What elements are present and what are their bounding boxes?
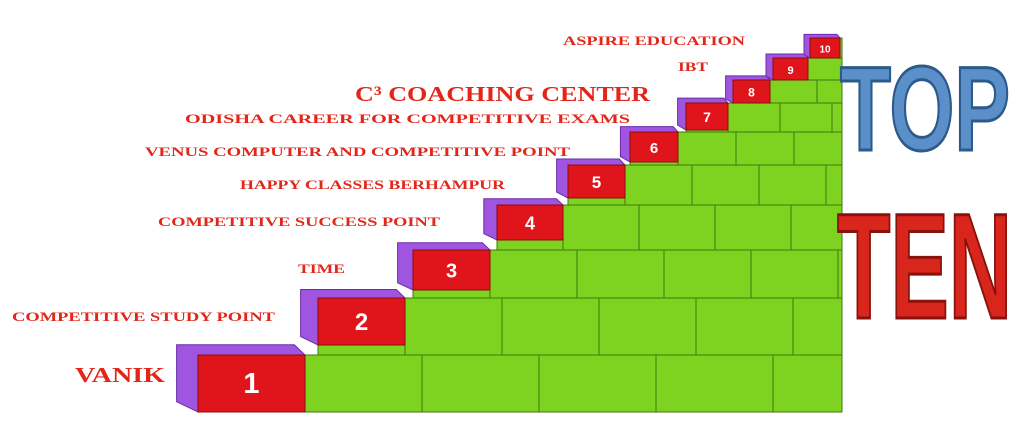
rank-number: 3 <box>446 260 457 282</box>
rank-number: 10 <box>819 45 831 56</box>
staircase: 1 2 3 4 5 6 7 8 9 10 <box>176 33 843 413</box>
rank-block <box>412 249 491 291</box>
rank-block <box>685 102 729 131</box>
rank-number: 9 <box>787 65 793 77</box>
institute-name: C³ COACHING CENTER <box>355 82 651 106</box>
institute-name: HAPPY CLASSES BERHAMPUR <box>240 177 506 192</box>
ten-word: TEN <box>837 182 1012 350</box>
rank-block <box>317 297 406 346</box>
institute-name: VANIK <box>75 363 166 387</box>
rank-block <box>496 204 564 241</box>
rank-number: 4 <box>525 213 535 233</box>
labels: VANIK COMPETITIVE STUDY POINT TIME COMPETIT… <box>12 33 746 387</box>
rank-number: 7 <box>703 109 711 125</box>
rank-number: 1 <box>243 368 259 400</box>
rank-block <box>772 57 809 81</box>
institute-name: ASPIRE EDUCATION <box>563 33 746 48</box>
rank-number: 5 <box>592 173 601 192</box>
institute-name: TIME <box>298 261 345 276</box>
institute-name: VENUS COMPUTER AND COMPETITIVE POINT <box>145 144 570 159</box>
rank-number: 6 <box>650 140 658 157</box>
rank-block <box>629 131 679 163</box>
institute-name: IBT <box>678 59 708 74</box>
rank-number: 2 <box>355 309 368 336</box>
rank-number: 8 <box>748 86 755 100</box>
institute-name: COMPETITIVE SUCCESS POINT <box>158 214 440 229</box>
rank-block <box>567 164 626 199</box>
institute-name: ODISHA CAREER FOR COMPETITIVE EXAMS <box>185 111 630 126</box>
top-word: TOP <box>840 42 1010 176</box>
rank-block <box>809 37 841 59</box>
rank-block <box>197 354 306 413</box>
institute-name: COMPETITIVE STUDY POINT <box>12 309 275 324</box>
rank-block <box>732 79 771 104</box>
